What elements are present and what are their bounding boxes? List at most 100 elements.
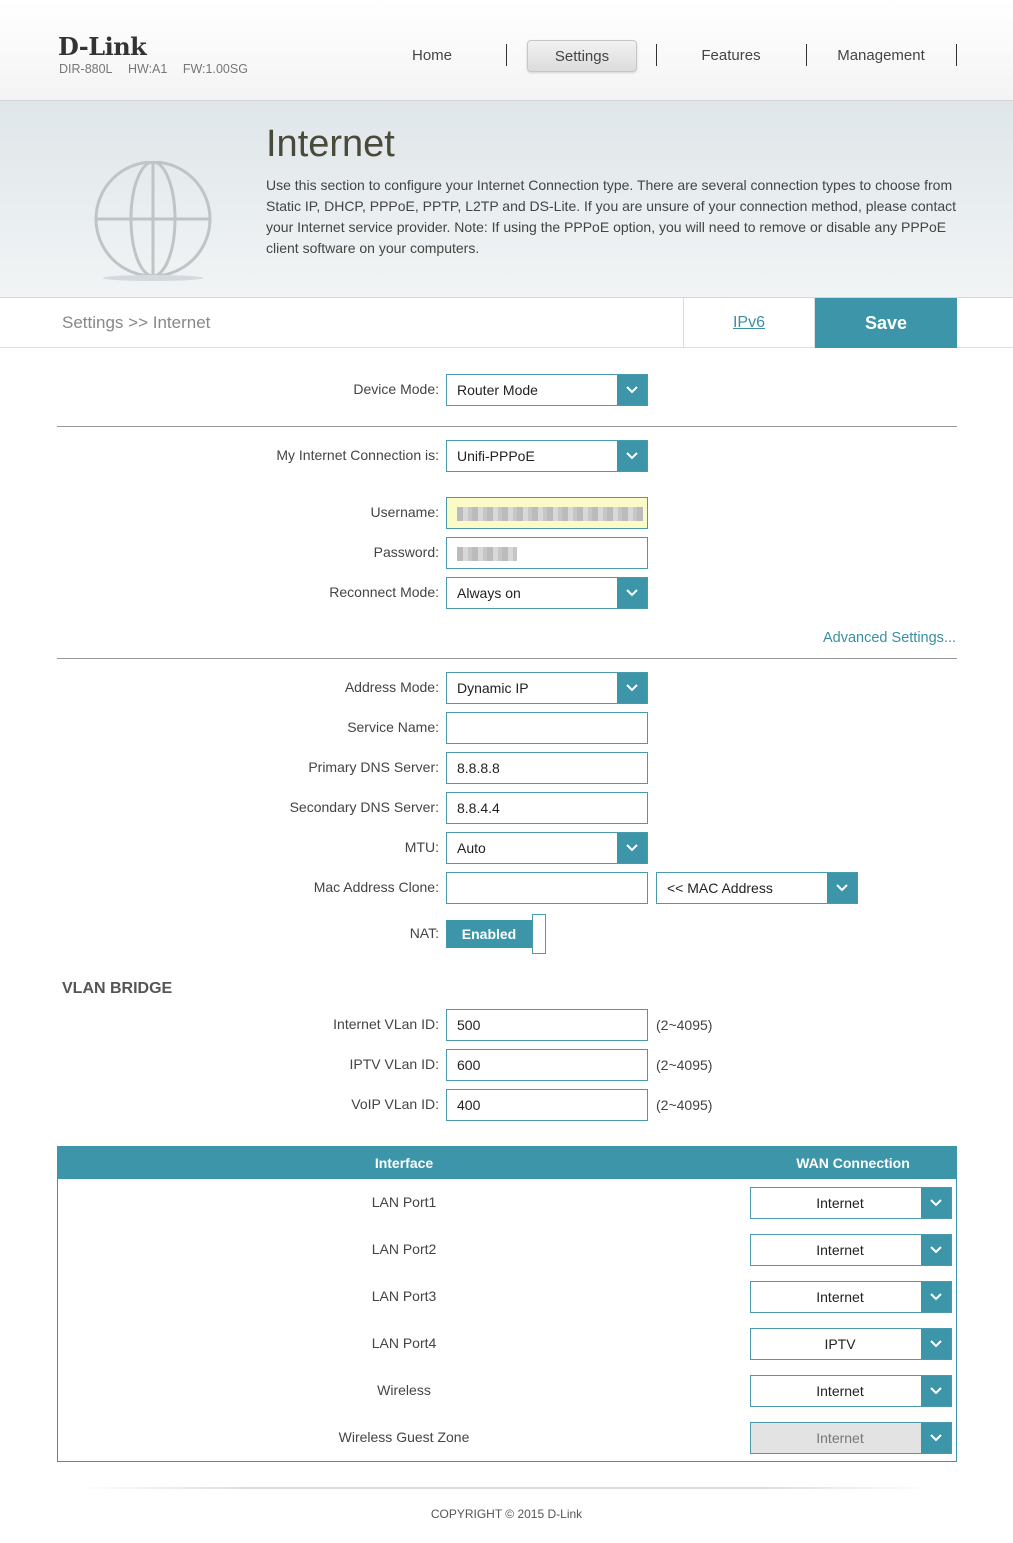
wan-connection-value: Internet: [816, 1195, 864, 1211]
chevron-down-icon: [921, 1235, 951, 1265]
chevron-down-icon: [617, 578, 647, 608]
nat-toggle-state: Enabled: [446, 920, 532, 948]
voip-vlan-field[interactable]: 400: [446, 1089, 648, 1121]
globe-icon: [94, 161, 212, 281]
dlink-logo[interactable]: D-Link: [58, 32, 147, 61]
ipv6-link[interactable]: IPv6: [683, 298, 815, 348]
wan-connection-select[interactable]: Internet: [750, 1234, 952, 1266]
page-title: Internet: [266, 123, 395, 165]
table-row: LAN Port3 Internet: [58, 1274, 956, 1321]
interface-name: LAN Port3: [371, 1288, 437, 1304]
reconnect-mode-value: Always on: [457, 585, 521, 601]
column-header-wan-connection: WAN Connection: [796, 1155, 910, 1171]
interface-name: LAN Port1: [371, 1194, 437, 1210]
address-mode-select[interactable]: Dynamic IP: [446, 672, 648, 704]
vlan-range-hint: (2~4095): [656, 1057, 713, 1073]
nav-management[interactable]: Management: [837, 47, 925, 64]
primary-dns-field[interactable]: 8.8.8.8: [446, 752, 648, 784]
action-bar: Settings >> Internet IPv6 Save: [0, 298, 1013, 348]
wan-connection-select[interactable]: Internet: [750, 1281, 952, 1313]
password-redacted: [457, 547, 517, 562]
wan-connection-select[interactable]: IPTV: [750, 1328, 952, 1360]
vlan-section-title: VLAN BRIDGE: [62, 980, 173, 997]
chevron-down-icon: [827, 873, 857, 903]
mtu-label: MTU:: [404, 839, 439, 855]
save-button[interactable]: Save: [815, 298, 957, 348]
username-label: Username:: [370, 504, 439, 520]
address-mode-label: Address Mode:: [344, 679, 439, 695]
device-mode-value: Router Mode: [457, 382, 538, 398]
nav-divider: [656, 44, 657, 66]
mac-address-select[interactable]: << MAC Address: [656, 872, 858, 904]
vlan-range-hint: (2~4095): [656, 1017, 713, 1033]
internet-vlan-field[interactable]: 500: [446, 1009, 648, 1041]
mac-clone-field[interactable]: [446, 872, 648, 904]
breadcrumb: Settings >> Internet: [62, 313, 211, 332]
divider: [57, 658, 957, 659]
reconnect-mode-select[interactable]: Always on: [446, 577, 648, 609]
password-field[interactable]: [446, 537, 648, 569]
mtu-value: Auto: [457, 840, 486, 856]
wan-connection-select[interactable]: Internet: [750, 1187, 952, 1219]
chevron-down-icon: [617, 375, 647, 405]
voip-vlan-label: VoIP VLan ID:: [351, 1096, 439, 1112]
toggle-knob[interactable]: [532, 914, 546, 954]
iptv-vlan-field[interactable]: 600: [446, 1049, 648, 1081]
device-mode-select[interactable]: Router Mode: [446, 374, 648, 406]
device-info: DIR-880L HW:A1 FW:1.00SG: [59, 62, 260, 76]
service-name-field[interactable]: [446, 712, 648, 744]
chevron-down-icon: [617, 833, 647, 863]
vlan-range-hint: (2~4095): [656, 1097, 713, 1113]
model-name: DIR-880L: [59, 62, 113, 76]
connection-type-label: My Internet Connection is:: [276, 447, 439, 463]
mtu-select[interactable]: Auto: [446, 832, 648, 864]
advanced-settings-link[interactable]: Advanced Settings...: [823, 630, 956, 646]
interface-name: Wireless: [377, 1382, 431, 1398]
nav-features[interactable]: Features: [701, 47, 761, 64]
table-row: LAN Port4 IPTV: [58, 1321, 956, 1368]
nav-home[interactable]: Home: [411, 47, 452, 64]
footer-divider: [80, 1487, 933, 1489]
iptv-vlan-label: IPTV VLan ID:: [349, 1056, 439, 1072]
wan-connection-value: IPTV: [824, 1336, 856, 1352]
table-row: LAN Port1 Internet: [58, 1180, 956, 1227]
secondary-dns-label: Secondary DNS Server:: [289, 799, 439, 815]
username-redacted: [457, 507, 643, 522]
nat-toggle[interactable]: Enabled: [446, 914, 546, 954]
page-banner: Internet Use this section to configure y…: [0, 101, 1013, 298]
chevron-down-icon: [921, 1188, 951, 1218]
table-row: Wireless Guest Zone Internet: [58, 1415, 956, 1462]
table-header: Interface WAN Connection: [58, 1147, 956, 1179]
nat-label: NAT:: [409, 925, 439, 941]
wan-connection-value: Internet: [816, 1383, 864, 1399]
connection-type-select[interactable]: Unifi-PPPoE: [446, 440, 648, 472]
page-description: Use this section to configure your Inter…: [266, 177, 957, 256]
reconnect-mode-label: Reconnect Mode:: [329, 584, 439, 600]
interface-name: Wireless Guest Zone: [338, 1429, 470, 1445]
service-name-label: Service Name:: [347, 719, 439, 735]
hardware-version: HW:A1: [127, 62, 168, 76]
chevron-down-icon: [921, 1329, 951, 1359]
connection-type-value: Unifi-PPPoE: [457, 448, 535, 464]
nav-settings[interactable]: Settings: [527, 40, 637, 72]
chevron-down-icon: [921, 1282, 951, 1312]
address-mode-value: Dynamic IP: [457, 680, 529, 696]
divider: [57, 426, 957, 427]
interface-name: LAN Port4: [371, 1335, 437, 1351]
wan-connection-select-disabled[interactable]: Internet: [750, 1422, 952, 1454]
wan-connection-select[interactable]: Internet: [750, 1375, 952, 1407]
interface-name: LAN Port2: [371, 1241, 437, 1257]
chevron-down-icon: [617, 673, 647, 703]
interface-table: Interface WAN Connection LAN Port1 Inter…: [57, 1146, 957, 1462]
table-row: Wireless Internet: [58, 1368, 956, 1415]
username-field[interactable]: [446, 497, 648, 529]
mac-clone-label: Mac Address Clone:: [313, 879, 439, 895]
copyright-text: COPYRIGHT © 2015 D-Link: [430, 1507, 583, 1521]
secondary-dns-field[interactable]: 8.8.4.4: [446, 792, 648, 824]
firmware-version: FW:1.00SG: [182, 62, 248, 76]
wan-connection-value: Internet: [816, 1430, 864, 1446]
nav-divider: [956, 44, 957, 66]
wan-connection-value: Internet: [816, 1289, 864, 1305]
internet-vlan-label: Internet VLan ID:: [333, 1016, 439, 1032]
device-mode-label: Device Mode:: [353, 381, 439, 397]
